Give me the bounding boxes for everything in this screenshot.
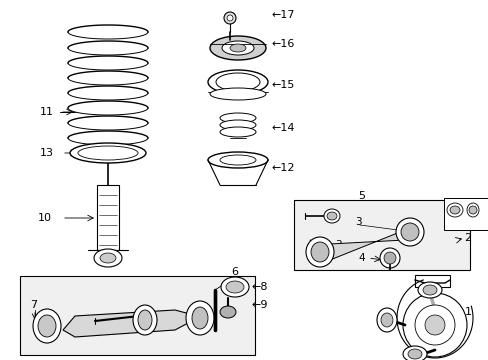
Ellipse shape bbox=[33, 309, 61, 343]
Ellipse shape bbox=[220, 120, 256, 130]
Ellipse shape bbox=[326, 212, 336, 220]
Ellipse shape bbox=[216, 73, 260, 91]
Text: 3: 3 bbox=[334, 240, 341, 250]
Ellipse shape bbox=[221, 277, 248, 297]
Text: ←9: ←9 bbox=[251, 300, 268, 310]
Text: 3: 3 bbox=[354, 217, 361, 227]
Ellipse shape bbox=[220, 113, 256, 123]
Text: 10: 10 bbox=[38, 213, 52, 223]
Circle shape bbox=[424, 315, 444, 335]
Text: ←8: ←8 bbox=[251, 282, 268, 292]
Circle shape bbox=[414, 305, 454, 345]
Ellipse shape bbox=[207, 70, 267, 94]
Ellipse shape bbox=[449, 206, 459, 214]
Bar bbox=[414, 275, 449, 287]
Circle shape bbox=[224, 12, 236, 24]
Text: ←15: ←15 bbox=[271, 80, 295, 90]
Ellipse shape bbox=[185, 301, 214, 335]
Bar bbox=[293, 200, 469, 270]
Ellipse shape bbox=[407, 349, 421, 359]
Text: 2: 2 bbox=[463, 233, 470, 243]
Text: 6: 6 bbox=[231, 267, 238, 277]
Ellipse shape bbox=[222, 41, 253, 55]
Ellipse shape bbox=[376, 308, 396, 332]
Text: 7: 7 bbox=[30, 300, 37, 310]
Ellipse shape bbox=[229, 44, 245, 52]
Circle shape bbox=[402, 293, 466, 357]
Ellipse shape bbox=[422, 285, 436, 295]
Text: ←14: ←14 bbox=[271, 123, 295, 133]
Ellipse shape bbox=[209, 88, 265, 100]
Ellipse shape bbox=[225, 281, 244, 293]
Text: 4: 4 bbox=[357, 253, 364, 263]
Ellipse shape bbox=[380, 313, 392, 327]
Ellipse shape bbox=[38, 315, 56, 337]
Ellipse shape bbox=[207, 152, 267, 168]
Text: 5: 5 bbox=[358, 191, 365, 201]
Bar bbox=[443, 198, 488, 230]
Ellipse shape bbox=[305, 237, 333, 267]
Ellipse shape bbox=[70, 143, 146, 163]
Ellipse shape bbox=[446, 203, 462, 217]
Polygon shape bbox=[63, 310, 200, 337]
Ellipse shape bbox=[468, 206, 476, 214]
Polygon shape bbox=[309, 232, 419, 260]
Ellipse shape bbox=[466, 203, 478, 217]
Text: ←17: ←17 bbox=[271, 10, 295, 20]
Ellipse shape bbox=[192, 307, 207, 329]
Ellipse shape bbox=[220, 155, 256, 165]
Ellipse shape bbox=[209, 36, 265, 60]
Ellipse shape bbox=[133, 305, 157, 335]
Ellipse shape bbox=[94, 249, 122, 267]
Ellipse shape bbox=[220, 306, 236, 318]
Circle shape bbox=[226, 15, 232, 21]
Text: ←12: ←12 bbox=[271, 163, 295, 173]
Bar bbox=[20, 276, 254, 355]
Ellipse shape bbox=[324, 209, 339, 223]
Ellipse shape bbox=[395, 218, 423, 246]
Ellipse shape bbox=[220, 127, 256, 137]
Ellipse shape bbox=[379, 248, 399, 268]
Ellipse shape bbox=[417, 282, 441, 298]
Ellipse shape bbox=[400, 223, 418, 241]
Bar bbox=[97, 185, 119, 250]
Ellipse shape bbox=[402, 346, 426, 360]
Text: 13: 13 bbox=[40, 148, 54, 158]
Ellipse shape bbox=[383, 252, 395, 264]
Text: ←16: ←16 bbox=[271, 39, 295, 49]
Ellipse shape bbox=[78, 146, 138, 160]
Ellipse shape bbox=[100, 253, 116, 263]
Text: 1: 1 bbox=[464, 307, 471, 317]
Ellipse shape bbox=[138, 310, 152, 330]
Text: 11: 11 bbox=[40, 107, 54, 117]
Ellipse shape bbox=[310, 242, 328, 262]
